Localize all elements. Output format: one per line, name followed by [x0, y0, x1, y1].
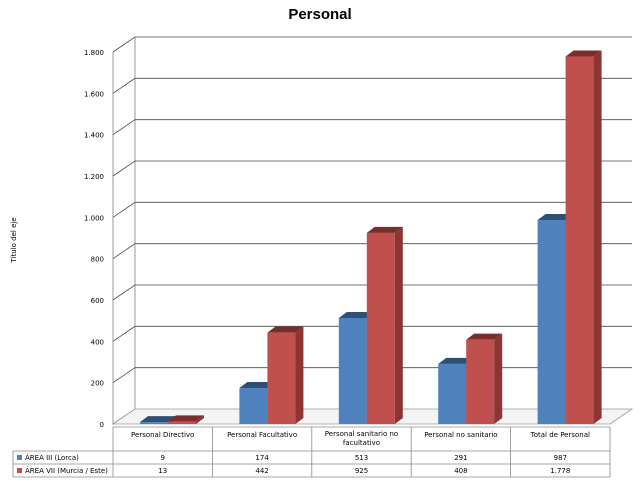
bar-front	[565, 56, 594, 425]
data-label: 1.778	[550, 467, 570, 475]
bar-front	[438, 363, 467, 424]
data-label: 925	[355, 467, 368, 475]
gridline	[112, 243, 632, 259]
bar-top	[466, 333, 503, 340]
bar-top	[140, 416, 176, 423]
category-label: Personal Facultativo	[227, 431, 297, 439]
data-table: Personal Directivo Personal Facultativo Pe…	[12, 426, 611, 478]
y-tick-label: 800	[91, 256, 104, 264]
chart-title: Personal	[288, 6, 351, 23]
y-tick-label: 1.200	[84, 173, 104, 181]
gridline	[112, 77, 632, 94]
bar-top	[338, 311, 375, 318]
bar-side	[593, 50, 602, 425]
bar-front	[239, 388, 268, 424]
y-tick-label: 1.600	[84, 90, 104, 98]
y-tick-label: 600	[91, 297, 104, 305]
category-label: Personal no sanitario	[424, 431, 497, 439]
legend-label: ÁREA VII (Murcia / Este)	[25, 466, 108, 475]
y-tick-label: 1.800	[84, 49, 104, 57]
bar-top	[366, 226, 403, 233]
gridline	[112, 36, 632, 53]
bar-top	[239, 382, 276, 389]
bar-front	[466, 339, 495, 424]
data-label: 408	[454, 467, 467, 475]
bar-top	[267, 326, 304, 333]
legend-swatch	[17, 455, 22, 460]
bar-front	[168, 421, 196, 424]
bar-front	[366, 232, 395, 424]
data-label: 513	[355, 454, 368, 462]
bar-top	[438, 357, 475, 364]
data-label: 442	[255, 467, 268, 475]
bar-side	[494, 333, 503, 424]
bar-front	[140, 422, 168, 424]
bar-side	[295, 326, 304, 424]
data-label: 9	[160, 454, 164, 462]
bar-top	[537, 214, 574, 221]
y-axis-title: Título del eje	[10, 217, 18, 263]
data-label: 987	[554, 454, 567, 462]
gridline	[112, 284, 632, 301]
data-label: 174	[255, 454, 269, 462]
data-label: 13	[158, 467, 167, 475]
bar-top	[565, 50, 602, 57]
data-label: 291	[454, 454, 467, 462]
gridline	[112, 201, 632, 218]
category-label: facultativo	[343, 439, 380, 447]
bar-front	[267, 332, 296, 424]
y-tick-label: 1.400	[84, 132, 104, 140]
y-tick-label: 1.000	[84, 214, 104, 222]
category-label: Personal sanitario no	[325, 430, 398, 438]
bar-front	[338, 317, 367, 424]
legend-label: ÁREA III (Lorca)	[25, 453, 79, 462]
gridline	[112, 325, 632, 342]
y-tick-label: 0	[100, 421, 104, 429]
gridline	[112, 160, 632, 177]
y-tick-label: 200	[91, 380, 104, 388]
legend-swatch	[17, 468, 22, 473]
y-tick-label: 400	[91, 338, 104, 346]
category-label: Personal Directivo	[131, 431, 194, 439]
category-label: Total de Personal	[530, 431, 590, 439]
bar-side	[196, 415, 204, 424]
bar-side	[394, 226, 403, 424]
bars	[140, 50, 602, 425]
bar-top	[168, 415, 204, 422]
gridline	[112, 119, 632, 135]
bar-front	[537, 220, 566, 424]
